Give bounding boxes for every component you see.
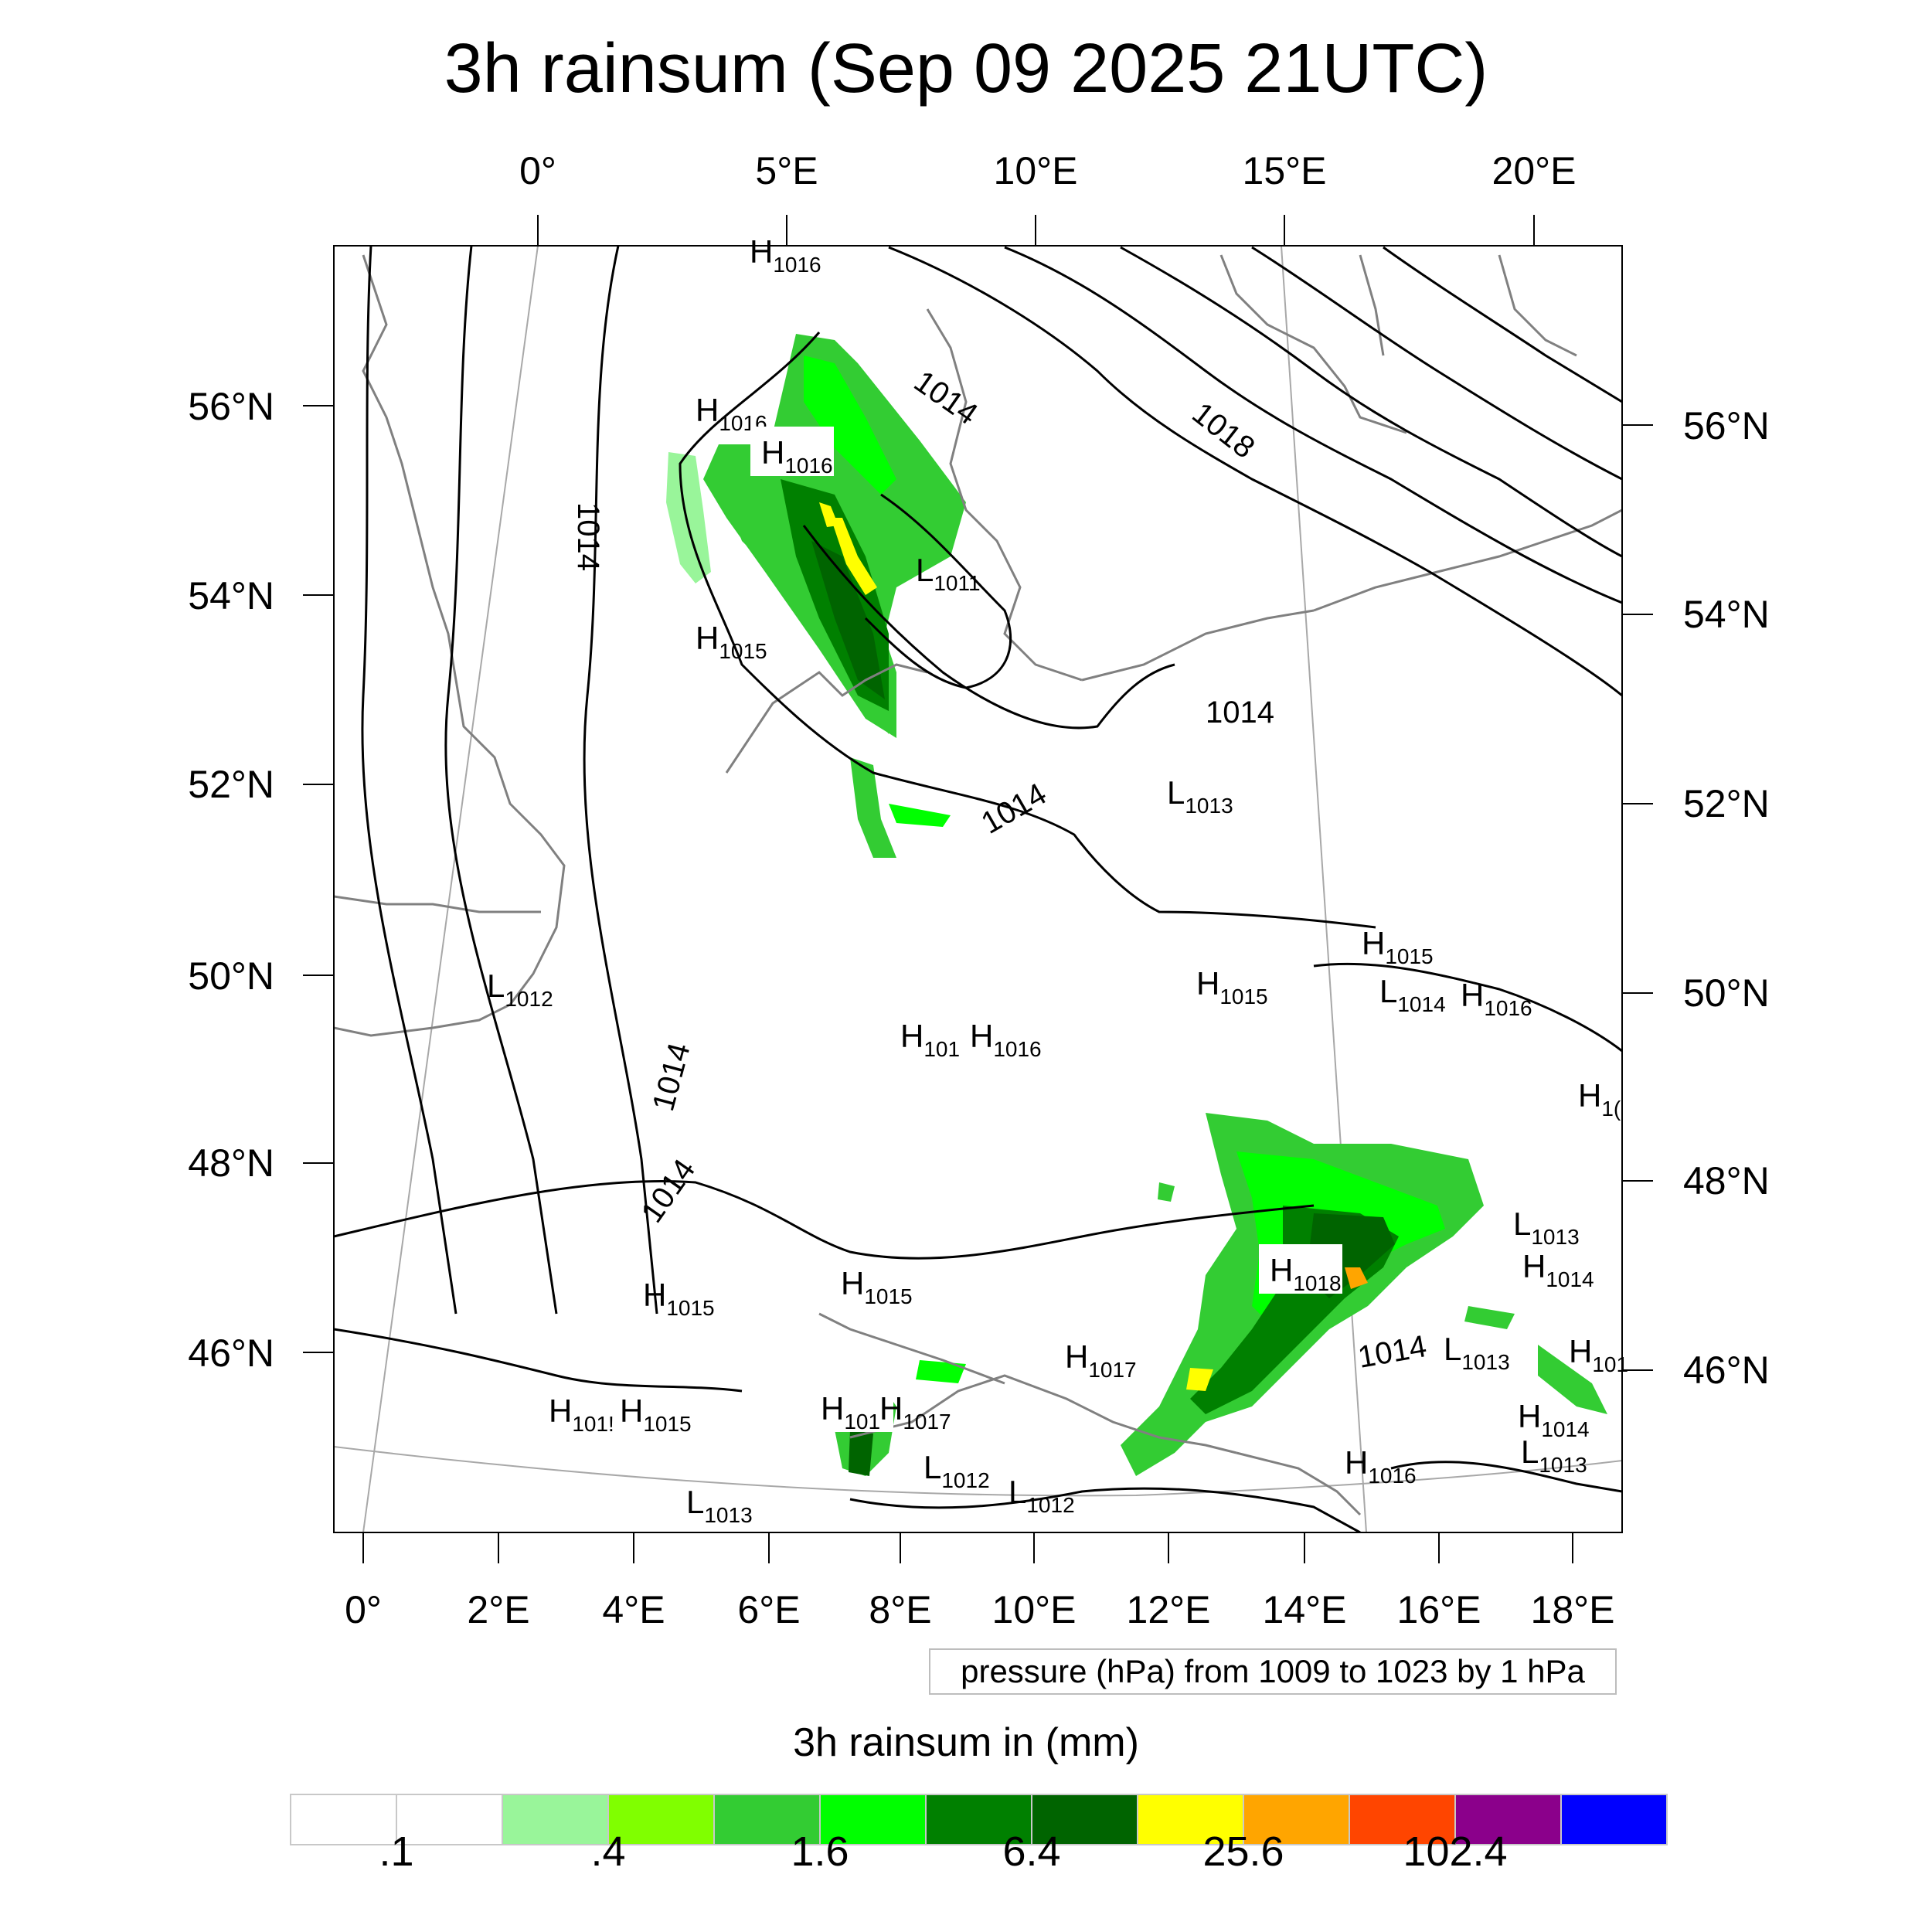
top-lon-label: 5°E (755, 149, 818, 192)
colorbar-swatch (1454, 1794, 1562, 1845)
top-lon-label: 10°E (994, 149, 1078, 192)
colorbar-label: 1.6 (791, 1828, 849, 1875)
high-pressure-center: H101 (900, 1018, 960, 1061)
colorbar-swatch (925, 1794, 1032, 1845)
right-lat-label: 56°N (1683, 404, 1770, 447)
isobar-label: 1014 (1206, 696, 1274, 730)
right-lat-label: 52°N (1683, 782, 1770, 825)
bottom-lon-label: 14°E (1263, 1588, 1347, 1631)
pressure-centers: H1016 H1016 H1016 L1011 H1015 L1013 L1012 H1015… (487, 233, 1628, 1527)
bottom-lon-label: 4°E (602, 1588, 665, 1631)
top-ticks (537, 215, 1535, 246)
high-pressure-center: H1016 (970, 1018, 1042, 1061)
high-pressure-center: H1015 (620, 1393, 692, 1436)
low-pressure-center: L1012 (1009, 1474, 1075, 1517)
top-lon-labels: 0° 5°E 10°E 15°E 20°E (519, 149, 1576, 192)
high-pressure-center: H1017 (1065, 1338, 1137, 1382)
high-pressure-center: H1( (1578, 1077, 1621, 1121)
colorbar (290, 1794, 1668, 1845)
high-pressure-center: H1016 (1345, 1444, 1417, 1488)
low-pressure-center: L1012 (487, 968, 553, 1011)
high-pressure-center: H1015 (841, 1265, 913, 1308)
colorbar-swatch (502, 1794, 609, 1845)
top-lon-label: 15°E (1243, 149, 1327, 192)
right-lat-label: 46°N (1683, 1349, 1770, 1392)
low-pressure-center: L1013 (1444, 1331, 1510, 1374)
high-pressure-center: H1018 (1270, 1252, 1342, 1295)
colorbar-swatch (396, 1794, 503, 1845)
high-pressure-center: H101 (1569, 1333, 1628, 1376)
high-pressure-center: H1017 (879, 1390, 951, 1434)
left-lat-labels: 56°N 54°N 52°N 50°N 48°N 46°N (188, 385, 274, 1375)
colorbar-swatch (1560, 1794, 1668, 1845)
right-lat-label: 48°N (1683, 1159, 1770, 1202)
high-pressure-center: H1015 (1196, 965, 1268, 1009)
low-pressure-center: L1013 (1521, 1434, 1587, 1477)
low-pressure-center: L1013 (1167, 774, 1233, 818)
colorbar-label: .4 (590, 1828, 626, 1875)
low-pressure-center: L1014 (1379, 973, 1446, 1016)
coastlines (334, 254, 1622, 1516)
colorbar-swatch (1243, 1794, 1350, 1845)
colorbar-label: .1 (379, 1828, 414, 1875)
colorbar-swatch (1137, 1794, 1244, 1845)
map-title: 3h rainsum (Sep 09 2025 21UTC) (444, 30, 1488, 107)
pressure-center-label-box (810, 1383, 893, 1432)
left-lat-label: 52°N (188, 763, 274, 806)
map-frame (333, 245, 1623, 1533)
bottom-ticks (362, 1532, 1573, 1563)
isobar-label: 1014 (571, 502, 605, 571)
colorbar-label: 6.4 (1002, 1828, 1061, 1875)
colorbar-swatch (1349, 1794, 1456, 1845)
right-lat-label: 54°N (1683, 593, 1770, 636)
bottom-lon-label: 16°E (1397, 1588, 1481, 1631)
isobars (334, 246, 1622, 1532)
left-lat-label: 48°N (188, 1141, 274, 1185)
bottom-lon-label: 8°E (869, 1588, 931, 1631)
low-pressure-center: L1012 (923, 1449, 990, 1492)
map-background (334, 246, 1622, 1532)
contour-info-box: pressure (hPa) from 1009 to 1023 by 1 hP… (929, 1648, 1617, 1695)
pressure-center-label-box (750, 427, 834, 476)
bottom-lon-labels: 0° 2°E 4°E 6°E 8°E 10°E 12°E 14°E 16°E 1… (345, 1588, 1614, 1631)
low-pressure-center: L1011 (916, 552, 981, 595)
colorbar-label: 25.6 (1202, 1828, 1284, 1875)
bottom-lon-label: 6°E (737, 1588, 800, 1631)
left-lat-label: 56°N (188, 385, 274, 428)
bottom-lon-label: 10°E (992, 1588, 1077, 1631)
left-lat-label: 46°N (188, 1332, 274, 1375)
bottom-lon-label: 2°E (467, 1588, 529, 1631)
high-pressure-center: H1014 (1518, 1398, 1590, 1441)
top-lon-label: 20°E (1492, 149, 1577, 192)
right-ticks (1622, 424, 1653, 1371)
colorbar-title: 3h rainsum in (mm) (793, 1720, 1139, 1765)
high-pressure-center: H1016 (761, 434, 833, 478)
top-lon-label: 0° (519, 149, 556, 192)
high-pressure-center: H1015 (696, 620, 767, 663)
low-pressure-center: L1013 (686, 1484, 753, 1527)
graticule (334, 246, 1622, 1532)
low-pressure-center: L1013 (1513, 1206, 1580, 1249)
right-lat-labels: 56°N 54°N 52°N 50°N 48°N 46°N (1683, 404, 1770, 1392)
colorbar-label: 102.4 (1403, 1828, 1508, 1875)
left-lat-label: 54°N (188, 574, 274, 617)
bottom-lon-label: 12°E (1127, 1588, 1211, 1631)
bottom-lon-label: 0° (345, 1588, 382, 1631)
high-pressure-center: H1016 (750, 233, 821, 277)
high-pressure-center: H1014 (1522, 1248, 1594, 1291)
right-lat-label: 50°N (1683, 971, 1770, 1015)
high-pressure-center: H1015 (1362, 925, 1434, 968)
bottom-lon-label: 18°E (1531, 1588, 1615, 1631)
high-pressure-center: H101! (549, 1393, 614, 1436)
high-pressure-center: H1016 (1461, 977, 1532, 1020)
left-lat-label: 50°N (188, 954, 274, 998)
high-pressure-center: H1015 (643, 1277, 715, 1320)
pressure-center-label-box (1259, 1244, 1342, 1294)
colorbar-swatch (607, 1794, 715, 1845)
left-ticks (303, 405, 334, 1353)
high-pressure-center: H101 (821, 1390, 880, 1434)
